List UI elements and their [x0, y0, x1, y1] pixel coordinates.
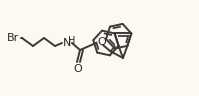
Text: Br: Br [7, 33, 19, 43]
Text: O: O [74, 64, 82, 74]
Text: N: N [62, 38, 71, 48]
Text: H: H [68, 36, 75, 46]
Text: O: O [97, 37, 106, 47]
